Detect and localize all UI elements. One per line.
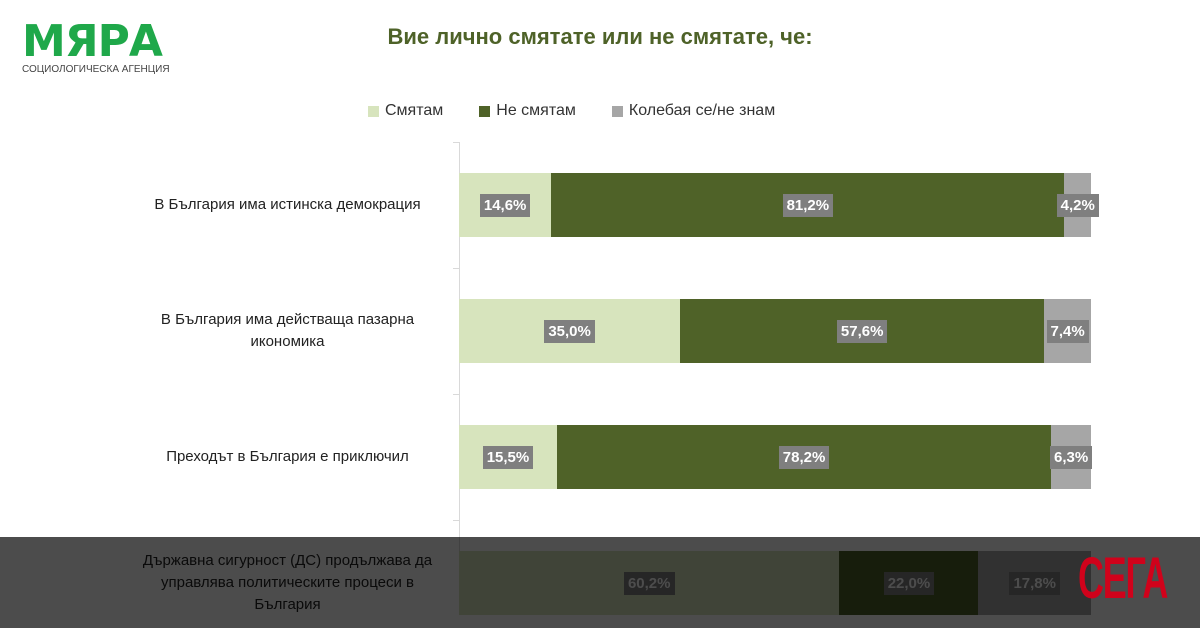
category-axis xyxy=(459,142,460,612)
bar-row: В България има истинска демокрация 14,6% 8… xyxy=(0,173,1200,237)
legend-swatch xyxy=(479,105,491,117)
legend-item: Не смятам xyxy=(479,102,576,120)
legend-swatch xyxy=(611,105,623,117)
legend-item: Колебая се/не знам xyxy=(611,102,776,120)
bar-row: Преходът в България е приключил 15,5% 78,2… xyxy=(0,425,1200,489)
data-label: 6,3% xyxy=(1049,445,1093,469)
logo-subtitle: СОЦИОЛОГИЧЕСКА АГЕНЦИЯ xyxy=(22,64,170,75)
data-label: 7,4% xyxy=(1046,319,1089,343)
data-label: 14,6% xyxy=(479,193,531,217)
legend-label: Смятам xyxy=(385,102,444,119)
bar-segment: 7,4% xyxy=(1044,299,1091,363)
legend-item: Смятам xyxy=(368,102,443,120)
bar-segment: 4,2% xyxy=(1056,173,1099,237)
data-label: 81,2% xyxy=(782,193,834,217)
category-label: Преходът в България е приключил xyxy=(166,448,409,465)
legend-label: Колебая се/не знам xyxy=(628,102,776,119)
myara-logo: МЯРА СОЦИОЛОГИЧЕСКА АГЕНЦИЯ xyxy=(22,16,170,76)
data-label: 4,2% xyxy=(1056,193,1099,217)
bar-row: В България има действаща пазарна икономи… xyxy=(0,299,1200,363)
data-label: 15,5% xyxy=(482,445,534,469)
legend: Смятам Не смятам Колебая се/не знам xyxy=(368,102,775,120)
axis-tick xyxy=(453,268,459,269)
data-label: 57,6% xyxy=(836,319,888,343)
bar-segment: 15,5% xyxy=(459,425,557,489)
bar-segment: 57,6% xyxy=(680,299,1045,363)
stacked-bar: 15,5% 78,2% 6,3% xyxy=(459,425,1093,489)
dark-overlay xyxy=(0,537,1200,628)
data-label: 35,0% xyxy=(544,319,595,343)
legend-label: Не смятам xyxy=(496,102,576,119)
bar-segment: 14,6% xyxy=(459,173,552,237)
axis-tick xyxy=(453,520,459,521)
category-label: В България има действаща пазарна икономи… xyxy=(160,311,415,350)
chart-title: Вие лично смятате или не смятате, че: xyxy=(387,24,813,49)
category-label: В България има истинска демокрация xyxy=(154,196,421,213)
stacked-bar: 14,6% 81,2% 4,2% xyxy=(459,173,1099,237)
data-label: 78,2% xyxy=(778,445,830,469)
axis-tick xyxy=(453,142,459,143)
axis-tick xyxy=(453,394,459,395)
logo-name: МЯРА xyxy=(22,16,163,67)
legend-swatch xyxy=(368,105,379,117)
bar-segment: 35,0% xyxy=(459,299,681,363)
sega-watermark: СЕГА xyxy=(1078,546,1168,611)
bar-segment: 78,2% xyxy=(556,425,1052,489)
bar-segment: 6,3% xyxy=(1049,425,1093,489)
bar-segment: 81,2% xyxy=(551,173,1065,237)
stacked-bar: 35,0% 57,6% 7,4% xyxy=(459,299,1091,363)
